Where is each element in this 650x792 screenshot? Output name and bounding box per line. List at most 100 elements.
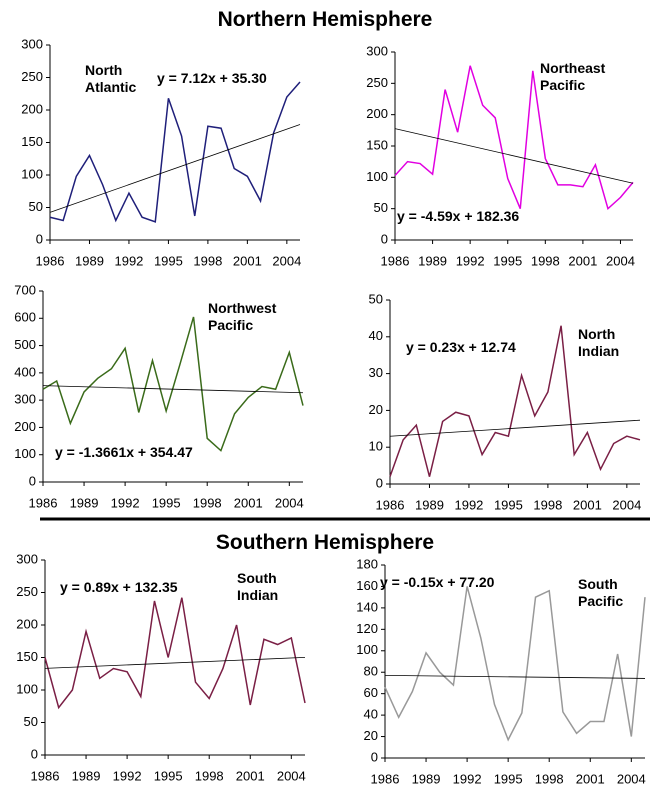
y-tick-label: 40	[369, 328, 383, 343]
y-tick-label: 10	[369, 439, 383, 454]
x-tick-label: 1986	[36, 253, 65, 268]
y-tick-label: 0	[29, 473, 36, 488]
x-tick-label: 1986	[381, 253, 410, 268]
y-tick-label: 100	[14, 446, 36, 461]
y-tick-label: 250	[21, 69, 43, 84]
y-tick-label: 150	[16, 649, 38, 664]
panel-title: North Indian	[578, 326, 620, 359]
x-tick-label: 2001	[568, 253, 597, 268]
y-tick-label: 0	[371, 749, 378, 764]
y-tick-label: 100	[21, 166, 43, 181]
y-tick-label: 150	[21, 134, 43, 149]
x-tick-label: 1992	[111, 495, 140, 510]
trend-line	[49, 124, 301, 213]
x-tick-label: 1998	[193, 253, 222, 268]
y-tick-label: 200	[16, 616, 38, 631]
x-tick-label: 1989	[72, 768, 101, 783]
x-tick-label: 1992	[113, 768, 142, 783]
y-tick-label: 200	[14, 419, 36, 434]
y-tick-label: 100	[356, 642, 378, 657]
x-tick-label: 1998	[533, 497, 562, 512]
y-tick-label: 100	[366, 169, 388, 184]
x-tick-label: 2004	[617, 771, 646, 786]
x-tick-label: 1995	[152, 495, 181, 510]
y-tick-label: 20	[369, 402, 383, 417]
y-tick-label: 80	[364, 664, 378, 679]
x-tick-label: 1992	[114, 253, 143, 268]
trend-equation: y = 0.23x + 12.74	[406, 339, 516, 355]
series-line	[42, 316, 304, 452]
panel-title: South Indian	[237, 570, 279, 603]
x-tick-label: 1989	[418, 253, 447, 268]
x-tick-label: 1992	[456, 253, 485, 268]
y-tick-label: 250	[16, 584, 38, 599]
y-tick-label: 50	[374, 200, 388, 215]
trend-line	[389, 419, 641, 437]
y-tick-label: 160	[356, 578, 378, 593]
x-tick-label: 2004	[272, 253, 301, 268]
y-tick-label: 0	[36, 231, 43, 246]
x-tick-label: 1998	[531, 253, 560, 268]
x-tick-label: 2001	[234, 495, 263, 510]
y-tick-label: 50	[369, 291, 383, 306]
x-tick-label: 1998	[195, 768, 224, 783]
y-tick-label: 300	[21, 36, 43, 51]
x-tick-label: 1986	[371, 771, 400, 786]
trend-equation: y = 0.89x + 132.35	[60, 579, 178, 595]
panel-title: South Pacific	[578, 576, 624, 609]
x-tick-label: 1998	[535, 771, 564, 786]
y-tick-label: 700	[14, 282, 36, 297]
y-tick-label: 500	[14, 337, 36, 352]
y-tick-label: 300	[366, 43, 388, 58]
y-tick-label: 300	[16, 551, 38, 566]
trend-line	[394, 128, 634, 184]
x-tick-label: 2001	[233, 253, 262, 268]
y-tick-label: 200	[366, 106, 388, 121]
x-tick-label: 2001	[236, 768, 265, 783]
x-tick-label: 1995	[493, 253, 522, 268]
trend-line	[42, 385, 304, 394]
y-tick-label: 180	[356, 556, 378, 571]
y-tick-label: 40	[364, 707, 378, 722]
trend-line	[384, 674, 646, 679]
panel-title: Northwest Pacific	[208, 300, 277, 333]
x-tick-label: 2001	[576, 771, 605, 786]
x-tick-label: 1995	[154, 768, 183, 783]
heading: Southern Hemisphere	[215, 531, 435, 554]
panel-title: North Atlantic	[85, 62, 137, 95]
series-line	[44, 597, 306, 710]
y-tick-label: 100	[16, 681, 38, 696]
x-tick-label: 1995	[154, 253, 183, 268]
y-tick-label: 50	[24, 714, 38, 729]
x-tick-label: 1995	[494, 497, 523, 512]
x-tick-label: 1989	[412, 771, 441, 786]
y-tick-label: 600	[14, 310, 36, 325]
x-tick-label: 1992	[454, 497, 483, 512]
y-tick-label: 20	[364, 728, 378, 743]
y-tick-label: 30	[369, 365, 383, 380]
x-tick-label: 1989	[75, 253, 104, 268]
x-tick-label: 2004	[606, 253, 635, 268]
series-line	[384, 586, 646, 742]
x-tick-label: 1986	[376, 497, 405, 512]
x-tick-label: 1995	[494, 771, 523, 786]
y-tick-label: 150	[366, 137, 388, 152]
trend-equation: y = -0.15x + 77.20	[380, 574, 495, 590]
series-line	[389, 325, 641, 477]
y-tick-label: 300	[14, 392, 36, 407]
x-tick-label: 2001	[573, 497, 602, 512]
x-tick-label: 1986	[29, 495, 58, 510]
trend-equation: y = -1.3661x + 354.47	[55, 444, 193, 460]
trend-equation: y = -4.59x + 182.36	[397, 208, 520, 224]
x-tick-label: 2004	[612, 497, 641, 512]
panel-title: Northeast Pacific	[540, 60, 606, 93]
x-tick-label: 1989	[415, 497, 444, 512]
y-tick-label: 200	[21, 101, 43, 116]
x-tick-label: 1986	[31, 768, 60, 783]
x-tick-label: 1989	[70, 495, 99, 510]
trend-line	[44, 657, 306, 669]
y-tick-label: 0	[31, 746, 38, 761]
y-tick-label: 0	[376, 475, 383, 490]
y-tick-label: 50	[29, 199, 43, 214]
